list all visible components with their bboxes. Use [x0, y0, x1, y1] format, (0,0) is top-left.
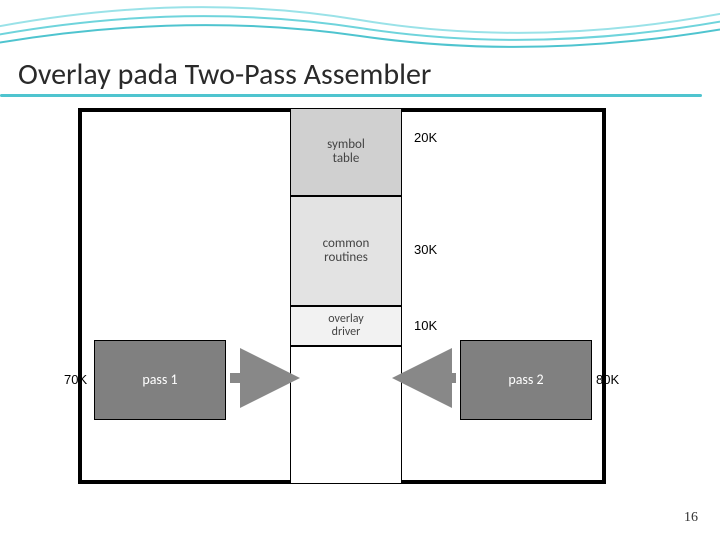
segment-symbol-table: symbol table [290, 108, 402, 196]
title-underline [0, 94, 702, 97]
page-number: 16 [684, 510, 698, 526]
segment-common-routines: common routines [290, 196, 402, 306]
block-pass1: pass 1 [94, 340, 226, 420]
size-label-pass2: 80K [596, 372, 619, 387]
block-label: pass 2 [508, 372, 543, 387]
block-pass2: pass 2 [460, 340, 592, 420]
size-label-symbol-table: 20K [414, 130, 437, 145]
size-label-overlay-driver: 10K [414, 318, 437, 333]
slide-title: Overlay pada Two-Pass Assembler [18, 56, 431, 93]
block-label: pass 1 [142, 372, 177, 387]
size-label-common-routines: 30K [414, 242, 437, 257]
segment-label: common routines [323, 237, 370, 266]
slide-wave-decoration [0, 0, 720, 60]
segment-overlay-driver: overlay driver [290, 306, 402, 346]
segment-label: overlay driver [328, 313, 363, 339]
segment-overlay-area [290, 346, 402, 484]
size-label-pass1: 70K [64, 372, 87, 387]
segment-label: symbol table [327, 138, 365, 167]
